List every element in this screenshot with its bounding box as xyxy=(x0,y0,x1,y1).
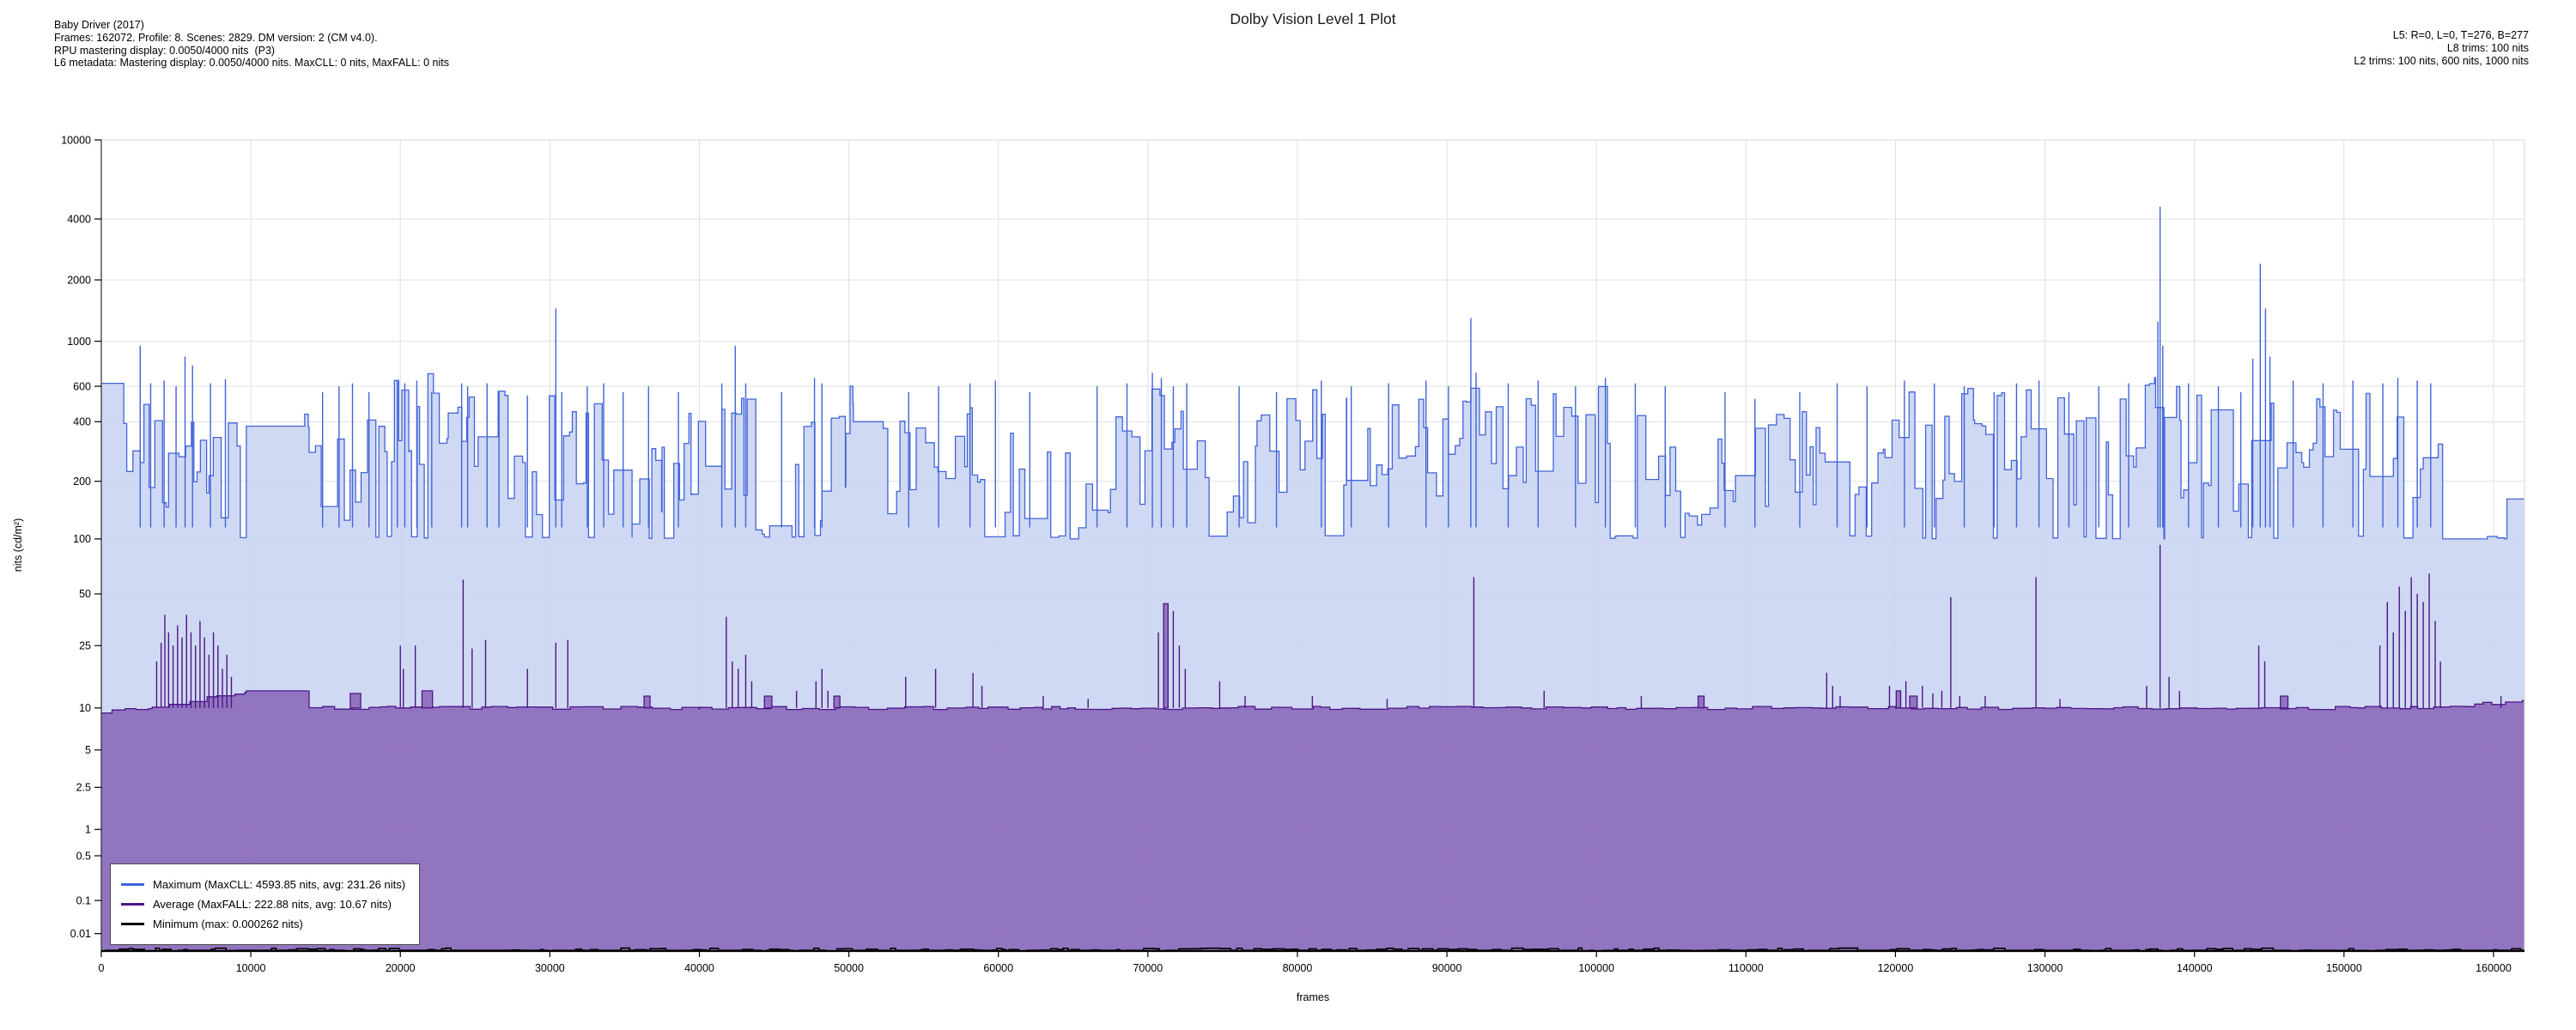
metadata-line-l8: L8 trims: 100 nits xyxy=(2446,41,2529,54)
chart-title: Dolby Vision Level 1 Plot xyxy=(1230,10,1396,27)
y-tick-label: 10 xyxy=(79,702,91,714)
metadata-line-frames: Frames: 162072. Profile: 8. Scenes: 2829… xyxy=(54,31,378,44)
legend-swatch-average xyxy=(121,902,144,906)
legend-swatch-maximum xyxy=(121,882,144,887)
x-tick-label: 0 xyxy=(99,962,105,974)
y-tick-label: 25 xyxy=(79,639,91,651)
y-tick-label: 200 xyxy=(73,476,91,488)
legend-item-average: Average (MaxFALL: 222.88 nits, avg: 10.6… xyxy=(121,896,405,912)
x-tick-label: 30000 xyxy=(535,962,565,974)
y-tick-label: 10000 xyxy=(61,134,91,146)
metadata-line-l6: L6 metadata: Mastering display: 0.0050/4… xyxy=(54,57,449,70)
legend-label-maximum: Maximum (MaxCLL: 4593.85 nits, avg: 231.… xyxy=(153,878,406,891)
y-tick-label: 2000 xyxy=(67,274,91,286)
x-tick-label: 140000 xyxy=(2177,962,2213,974)
y-tick-label: 0.01 xyxy=(70,928,91,940)
y-tick-label: 1000 xyxy=(67,336,91,348)
x-tick-label: 20000 xyxy=(386,962,416,974)
x-tick-label: 160000 xyxy=(2476,962,2512,974)
x-tick-label: 50000 xyxy=(834,962,864,974)
y-tick-label: 600 xyxy=(73,380,91,392)
metadata-line-l5: L5: R=0, L=0, T=276, B=277 xyxy=(2392,29,2529,41)
y-tick-label: 100 xyxy=(73,533,91,545)
y-axis-label: nits (cd/m²) xyxy=(12,518,24,573)
series-average xyxy=(101,544,2524,951)
legend-swatch-minimum xyxy=(121,922,144,926)
x-tick-label: 150000 xyxy=(2326,962,2362,974)
x-tick-label: 120000 xyxy=(1878,962,1914,974)
y-tick-label: 0.5 xyxy=(76,850,91,862)
metadata-block-left: Baby Driver (2017) Frames: 162072. Profi… xyxy=(54,19,449,70)
x-tick-label: 80000 xyxy=(1283,962,1313,974)
y-tick-label: 0.1 xyxy=(76,894,91,906)
movie-title: Baby Driver (2017) xyxy=(54,19,144,31)
y-tick-label: 50 xyxy=(79,588,91,600)
x-tick-label: 100000 xyxy=(1578,962,1614,974)
metadata-line-rpu: RPU mastering display: 0.0050/4000 nits … xyxy=(54,44,276,57)
metadata-line-l2: L2 trims: 100 nits, 600 nits, 1000 nits xyxy=(2354,54,2529,67)
x-tick-label: 70000 xyxy=(1133,962,1163,974)
legend-label-minimum: Minimum (max: 0.000262 nits) xyxy=(153,918,303,930)
axis-ticks: 1000040002000100060040020010050251052.51… xyxy=(61,134,2512,974)
x-tick-label: 10000 xyxy=(236,962,266,974)
y-tick-label: 4000 xyxy=(67,213,91,225)
x-axis-label: frames xyxy=(1296,991,1330,1003)
x-tick-label: 60000 xyxy=(983,962,1013,974)
legend-label-average: Average (MaxFALL: 222.88 nits, avg: 10.6… xyxy=(153,898,392,911)
metadata-block-right: L5: R=0, L=0, T=276, B=277 L8 trims: 100… xyxy=(2354,29,2529,67)
y-tick-label: 5 xyxy=(85,744,91,756)
x-tick-label: 40000 xyxy=(684,962,714,974)
y-tick-label: 1 xyxy=(85,824,91,836)
y-tick-label: 2.5 xyxy=(76,782,91,794)
legend-item-maximum: Maximum (MaxCLL: 4593.85 nits, avg: 231.… xyxy=(121,876,405,893)
spines xyxy=(100,139,2525,953)
x-tick-label: 110000 xyxy=(1728,962,1764,974)
y-tick-label: 400 xyxy=(73,416,91,428)
x-tick-label: 90000 xyxy=(1432,962,1462,974)
x-tick-label: 130000 xyxy=(2027,962,2063,974)
legend-item-minimum: Minimum (max: 0.000262 nits) xyxy=(121,916,405,932)
legend: Maximum (MaxCLL: 4593.85 nits, avg: 231.… xyxy=(110,863,421,945)
